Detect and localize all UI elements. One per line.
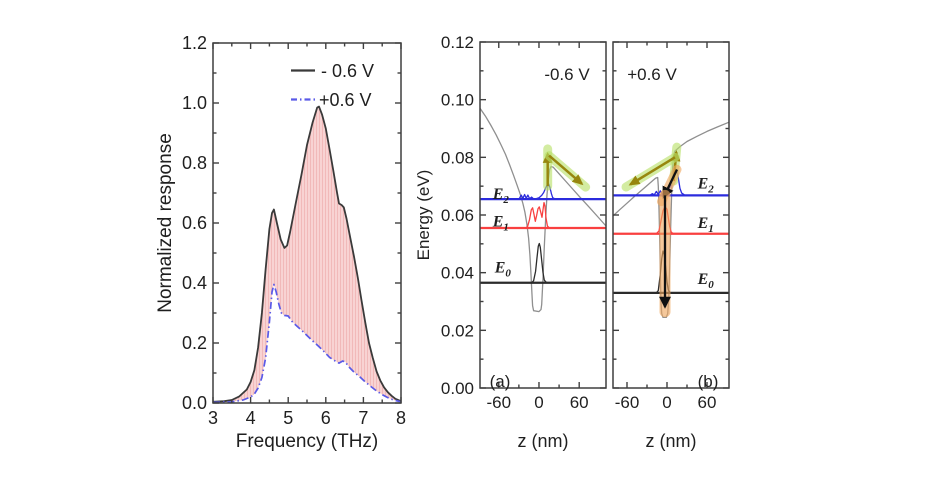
- band-diagram-panel-a: -60 0 60 0.00 0.02 0.04 0.06 0.08 0.10 0.12 E2 E1 E0…: [441, 33, 607, 451]
- y-tick-label: 0.02: [441, 321, 474, 340]
- y-tick-label: 0.00: [441, 379, 474, 398]
- wavefunction-E1: [525, 201, 552, 229]
- level-label-E1: E1: [492, 214, 509, 234]
- x-tick-label: 60: [570, 393, 589, 412]
- panel-a-plot-area: -60 0 60 0.00 0.02 0.04 0.06 0.08 0.10 0.12 E2 E1 E0: [441, 33, 607, 412]
- y-tick-label: 1.2: [182, 33, 207, 53]
- panel-b-x-axis-title: z (nm): [646, 431, 697, 451]
- left-x-axis-title: Frequency (THz): [236, 431, 379, 452]
- panel-a-letter: (a): [490, 372, 511, 391]
- left-y-axis-title: Normalized response: [155, 133, 176, 313]
- y-tick-label: 0.06: [441, 206, 474, 225]
- energy-axis-title: Energy (eV): [414, 170, 433, 261]
- legend-label-pos: +0.6 V: [319, 90, 372, 110]
- transition-arrow-olive: [548, 154, 584, 186]
- y-tick-label: 0.04: [441, 264, 474, 283]
- panel-a-x-axis-title: z (nm): [518, 431, 569, 451]
- x-tick-label: -60: [486, 393, 511, 412]
- x-tick-label: 60: [698, 393, 717, 412]
- wavefunction-E0: [531, 242, 547, 284]
- level-label-E2: E2: [697, 175, 715, 195]
- spectrum-chart: 3 4 5 6 7 8 0.0 0.2 0.4 0.6 0.8 1.0 1.2 Normalized r…: [155, 33, 406, 452]
- panel-b-bias-label: +0.6 V: [627, 65, 677, 84]
- panel-a-bias-label: -0.6 V: [544, 65, 590, 84]
- x-tick-label: 7: [358, 408, 368, 428]
- plot-frame: [612, 41, 730, 389]
- plot-frame: [479, 41, 607, 389]
- plot-frame: [212, 42, 402, 404]
- spectrum-plot-area: 3 4 5 6 7 8 0.0 0.2 0.4 0.6 0.8 1.0 1.2: [182, 33, 406, 428]
- y-tick-label: 0.4: [182, 273, 207, 293]
- y-tick-label: 0.08: [441, 148, 474, 167]
- wavefunction-E2: [517, 183, 558, 200]
- y-tick-label: 1.0: [182, 93, 207, 113]
- level-label-E0: E0: [697, 271, 715, 291]
- x-tick-label: 5: [283, 408, 293, 428]
- y-tick-label: 0.6: [182, 213, 207, 233]
- curve-pos-0.6V: [212, 283, 402, 404]
- level-label-E2: E2: [492, 186, 510, 206]
- x-tick-label: 6: [321, 408, 331, 428]
- x-tick-label: 3: [208, 408, 218, 428]
- y-tick-label: 0.2: [182, 333, 207, 353]
- legend-label-neg: - 0.6 V: [321, 61, 374, 81]
- potential-profile: [479, 107, 607, 313]
- x-tick-label: 8: [396, 408, 406, 428]
- y-tick-label: 0.8: [182, 153, 207, 173]
- y-tick-label: 0.10: [441, 91, 474, 110]
- panel-b-plot-area: -60 0 60 E2 E1 E0: [612, 41, 730, 412]
- y-tick-label: 0.0: [182, 393, 207, 413]
- legend: - 0.6 V +0.6 V: [291, 61, 374, 110]
- curve-neg-0.6V: [212, 105, 402, 403]
- x-tick-label: -60: [615, 393, 640, 412]
- x-tick-label: 4: [246, 408, 256, 428]
- band-diagram-panel-b: -60 0 60 E2 E1 E0 +0.6 V (b) z (nm): [612, 41, 730, 451]
- fill-between-curves: [213, 106, 401, 403]
- level-label-E0: E0: [494, 259, 512, 279]
- panel-b-letter: (b): [698, 372, 719, 391]
- transition-arrow-olive: [628, 156, 676, 186]
- y-tick-label: 0.12: [441, 33, 474, 52]
- level-label-E1: E1: [697, 215, 714, 235]
- x-tick-label: 0: [662, 393, 671, 412]
- x-tick-label: 0: [534, 393, 543, 412]
